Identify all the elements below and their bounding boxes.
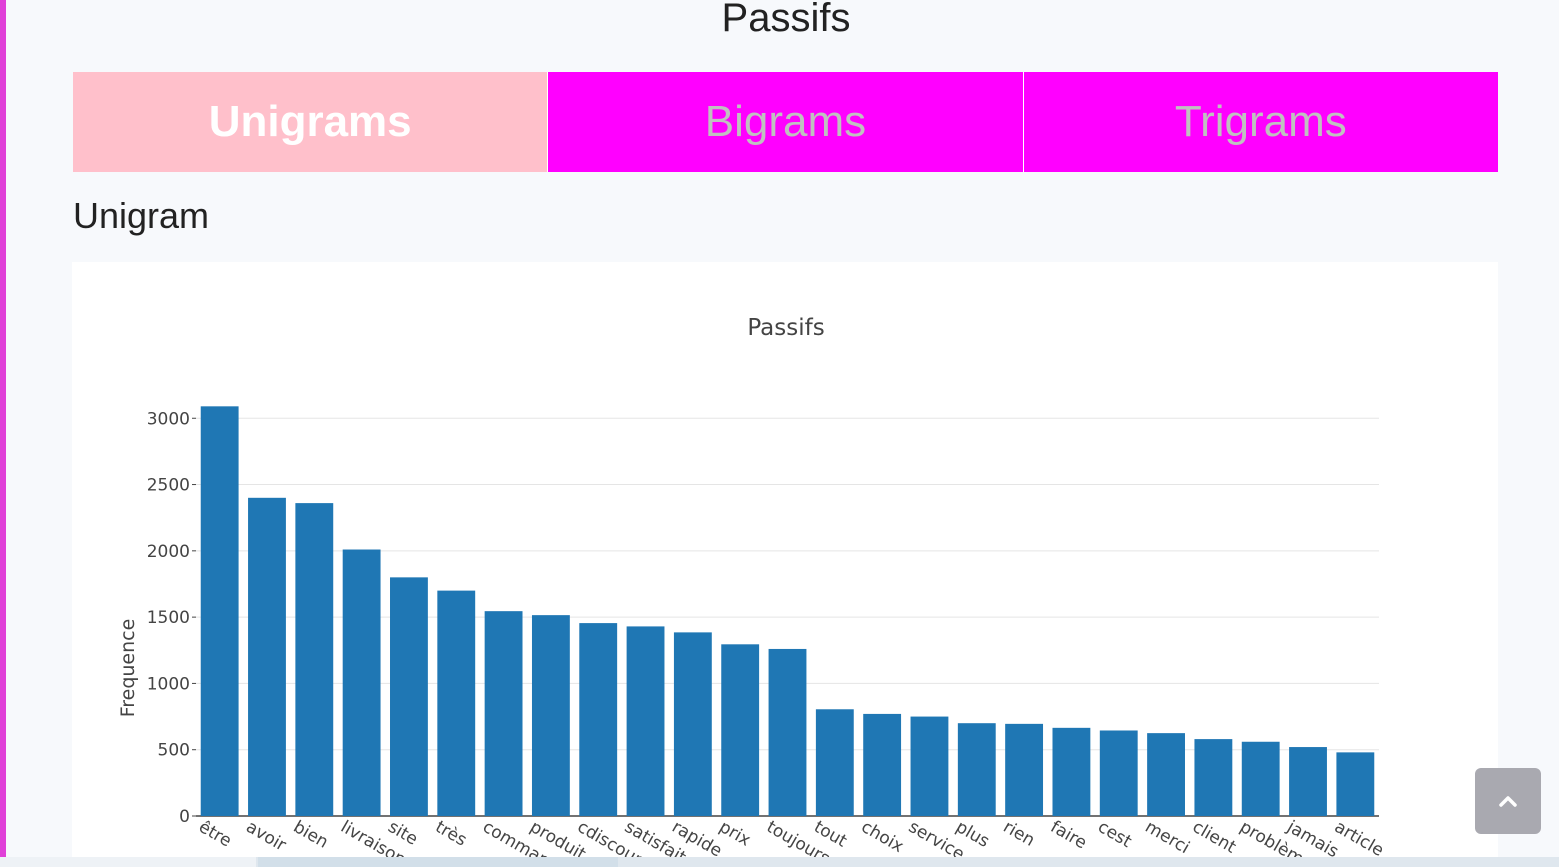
y-axis-label: Frequence xyxy=(117,619,139,718)
tab-unigrams[interactable]: Unigrams xyxy=(73,72,548,172)
bar-article[interactable] xyxy=(1336,752,1375,816)
y-tick-label: 1000 xyxy=(147,674,190,694)
chart-title: Passifs xyxy=(747,315,824,341)
bar-rien[interactable] xyxy=(1005,723,1044,816)
bar-satisfait[interactable] xyxy=(626,626,665,816)
x-tick-label: faire xyxy=(1047,817,1090,853)
horizontal-scrollbar[interactable] xyxy=(0,857,1559,867)
y-ticks: 0 500 1000 1500 2000 2500 3000 xyxy=(147,409,196,827)
x-tick-label: choix xyxy=(858,817,907,857)
bar-bien[interactable] xyxy=(295,503,334,816)
bar-être[interactable] xyxy=(200,406,239,816)
x-tick-label: très xyxy=(432,817,470,851)
y-tick-label: 2000 xyxy=(147,542,190,562)
section-title: Unigram xyxy=(73,195,210,236)
page-title: Passifs xyxy=(721,0,851,40)
bar-rapide[interactable] xyxy=(673,632,712,816)
scrollbar-track-left xyxy=(0,857,256,867)
bar-site[interactable] xyxy=(390,577,428,816)
bar-livraison[interactable] xyxy=(342,549,381,816)
x-tick-label: être xyxy=(195,817,235,851)
bar-jamais[interactable] xyxy=(1289,747,1327,816)
scrollbar-thumb[interactable] xyxy=(258,857,618,867)
y-tick-label: 0 xyxy=(179,807,190,827)
tab-trigrams[interactable]: Trigrams xyxy=(1022,72,1498,172)
x-tick-label: bien xyxy=(290,817,332,853)
bar-commande[interactable] xyxy=(484,611,523,816)
bars xyxy=(200,406,1375,816)
tab-bigrams[interactable]: Bigrams xyxy=(547,72,1023,172)
x-tick-label: rien xyxy=(1000,817,1039,851)
x-tick-label: avoir xyxy=(242,817,289,856)
bar-chart: Passifs Frequence 0 500 1000 1500 2000 2500 30… xyxy=(117,315,1387,867)
bar-merci[interactable] xyxy=(1147,733,1185,816)
chart-container: Passifs Frequence 0 500 1000 1500 2000 2500 30… xyxy=(72,262,1498,867)
bar-toujours[interactable] xyxy=(768,648,807,816)
bar-tout[interactable] xyxy=(815,709,854,816)
bar-client[interactable] xyxy=(1194,739,1233,816)
bar-problème[interactable] xyxy=(1241,741,1280,816)
bar-très[interactable] xyxy=(437,590,476,816)
y-tick-label: 2500 xyxy=(147,476,190,496)
bar-choix[interactable] xyxy=(863,713,902,816)
y-tick-label: 1500 xyxy=(147,608,190,628)
y-tick-label: 3000 xyxy=(147,409,190,429)
x-tick-label: cest xyxy=(1094,817,1135,852)
bar-produit[interactable] xyxy=(531,615,570,816)
x-tick-label: client xyxy=(1189,817,1240,858)
ngram-tabs: Unigrams Bigrams Trigrams xyxy=(73,72,1498,172)
bar-service[interactable] xyxy=(910,716,949,816)
left-accent-bar xyxy=(0,0,6,867)
scroll-to-top-button[interactable] xyxy=(1475,768,1541,834)
bar-prix[interactable] xyxy=(721,644,760,816)
bar-cdiscount[interactable] xyxy=(579,623,618,816)
bar-faire[interactable] xyxy=(1052,727,1091,816)
y-tick-label: 500 xyxy=(158,741,190,761)
x-tick-label: article xyxy=(1331,817,1387,861)
bar-cest[interactable] xyxy=(1099,730,1138,816)
bar-avoir[interactable] xyxy=(248,497,286,816)
x-tick-label: merci xyxy=(1142,817,1193,858)
chevron-up-icon xyxy=(1499,796,1517,807)
bar-plus[interactable] xyxy=(957,723,996,816)
